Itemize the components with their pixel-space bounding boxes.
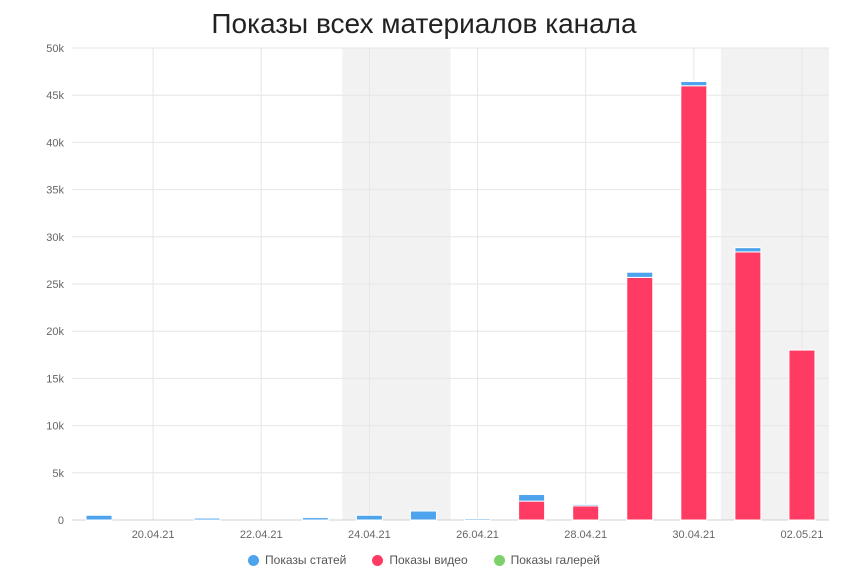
- x-tick-label: 24.04.21: [348, 529, 391, 541]
- x-tick-label: 22.04.21: [240, 529, 283, 541]
- y-tick-label: 35k: [46, 185, 64, 197]
- y-axis-ticks: 0 5k 10k 15k 20k 25k 30k 35k 40k 45k 50k: [46, 43, 64, 527]
- y-tick-label: 50k: [46, 43, 64, 55]
- bar-articles: [193, 517, 221, 521]
- chart-title: Показы всех материалов канала: [211, 8, 637, 39]
- bar-videos: [788, 349, 816, 521]
- bar-videos: [572, 505, 600, 521]
- bar-articles: [301, 517, 329, 521]
- bar-articles: [409, 510, 437, 521]
- bar-videos: [734, 251, 762, 521]
- legend-label-articles: Показы статей: [265, 553, 347, 567]
- y-tick-label: 0: [58, 515, 64, 527]
- bar-articles: [518, 494, 546, 502]
- legend-item-videos[interactable]: Показы видео: [372, 553, 468, 567]
- legend-label-videos: Показы видео: [389, 553, 468, 567]
- y-tick-label: 45k: [46, 90, 64, 102]
- legend-marker-videos: [372, 554, 384, 566]
- bars: [85, 81, 816, 521]
- legend-label-galleries: Показы галерей: [510, 553, 600, 567]
- x-axis-ticks: 20.04.21 22.04.21 24.04.21 26.04.21 28.04.21…: [132, 529, 824, 541]
- x-tick-label: 20.04.21: [132, 529, 175, 541]
- bar-articles: [734, 247, 762, 253]
- bar-articles: [626, 271, 654, 278]
- x-tick-label: 02.05.21: [781, 529, 824, 541]
- x-tick-label: 26.04.21: [456, 529, 499, 541]
- bar-articles: [464, 518, 492, 521]
- y-tick-label: 20k: [46, 326, 64, 338]
- bar-articles: [355, 514, 383, 521]
- legend-item-galleries[interactable]: Показы галерей: [493, 553, 600, 567]
- y-tick-label: 30k: [46, 232, 64, 244]
- y-tick-label: 5k: [52, 468, 64, 480]
- chart-legend: Показы статей Показы видео Показы галере…: [0, 553, 848, 567]
- bar-videos: [626, 276, 654, 521]
- bar-videos: [518, 500, 546, 521]
- y-tick-label: 10k: [46, 421, 64, 433]
- bar-videos: [680, 85, 708, 521]
- x-tick-label: 28.04.21: [564, 529, 607, 541]
- y-tick-label: 40k: [46, 137, 64, 149]
- y-tick-label: 25k: [46, 279, 64, 291]
- legend-item-articles[interactable]: Показы статей: [248, 553, 346, 567]
- y-tick-label: 15k: [46, 373, 64, 385]
- legend-marker-galleries: [493, 554, 505, 566]
- bar-articles: [680, 81, 708, 87]
- legend-marker-articles: [248, 554, 260, 566]
- bar-articles: [572, 503, 600, 507]
- bar-articles: [85, 514, 113, 521]
- x-tick-label: 30.04.21: [672, 529, 715, 541]
